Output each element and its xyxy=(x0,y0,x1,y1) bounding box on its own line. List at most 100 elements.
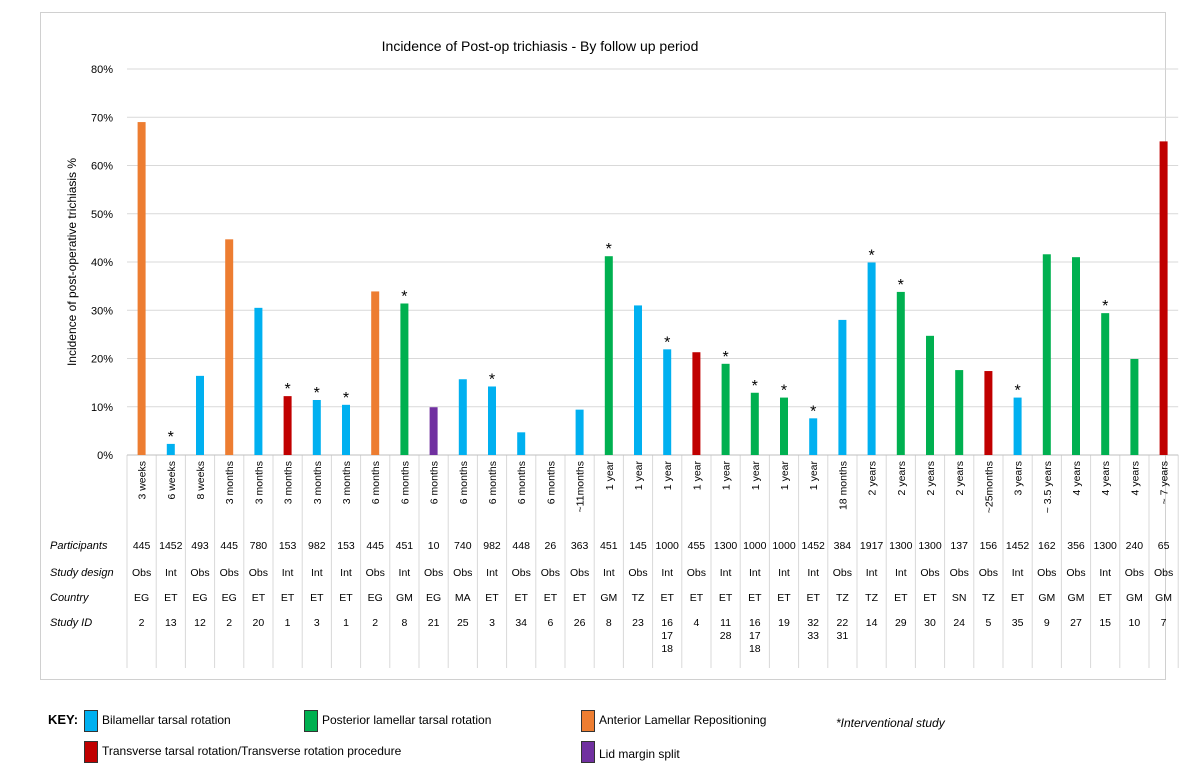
design-cell: Int xyxy=(807,567,819,579)
study-id-cell: 5 xyxy=(985,617,991,629)
design-cell: Int xyxy=(778,567,790,579)
interventional-star: * xyxy=(664,334,670,351)
country-cell: GM xyxy=(1126,592,1143,604)
participants-cell: 445 xyxy=(133,540,151,552)
design-cell: Int xyxy=(720,567,732,579)
country-cell: GM xyxy=(1068,592,1085,604)
study-id-cell: 21 xyxy=(428,617,440,629)
category-label: 6 months xyxy=(370,461,382,504)
participants-cell: 1452 xyxy=(802,540,826,552)
category-label: 6 months xyxy=(487,461,499,504)
interventional-star: * xyxy=(810,403,816,420)
trichiasis-chart: Incidence of Post-op trichiasis - By fol… xyxy=(50,38,1179,668)
country-cell: ET xyxy=(660,592,674,604)
bar xyxy=(1101,313,1110,455)
country-cell: ET xyxy=(252,592,266,604)
category-label: 3 months xyxy=(341,461,353,504)
category-label: 1 year xyxy=(691,461,703,491)
bar xyxy=(225,239,234,455)
bar xyxy=(750,392,759,455)
design-cell: Obs xyxy=(1066,567,1085,579)
study-id-cell: 35 xyxy=(1012,617,1024,629)
country-cell: ET xyxy=(164,592,178,604)
table-row-label: Country xyxy=(50,592,90,604)
design-cell: Obs xyxy=(424,567,443,579)
legend-title: KEY: xyxy=(48,712,79,727)
study-id-cell: 23 xyxy=(632,617,644,629)
study-id-cell: 16 xyxy=(661,617,673,629)
design-cell: Int xyxy=(1012,567,1024,579)
y-tick-label: 70% xyxy=(91,112,113,124)
bar xyxy=(488,386,496,455)
study-id-cell: 24 xyxy=(953,617,965,629)
country-cell: EG xyxy=(134,592,149,604)
country-cell: ET xyxy=(339,592,353,604)
bar xyxy=(1130,358,1139,455)
bar xyxy=(604,256,613,455)
legend-label-anterior-lamellar: Anterior Lamellar Repositioning xyxy=(599,713,767,727)
country-cell: TZ xyxy=(982,592,995,604)
category-label: 1 year xyxy=(808,461,820,491)
bar xyxy=(312,399,321,455)
category-label: 1 year xyxy=(604,461,616,491)
study-id-cell: 32 xyxy=(807,617,819,629)
country-cell: EG xyxy=(368,592,383,604)
study-id-cell: 13 xyxy=(165,617,177,629)
bar xyxy=(780,397,788,455)
interventional-star: * xyxy=(898,277,904,294)
table-row-label: Participants xyxy=(50,540,108,552)
legend-swatch-bilamellar xyxy=(84,710,98,732)
participants-cell: 1300 xyxy=(918,540,942,552)
country-cell: GM xyxy=(1155,592,1172,604)
category-label: 1 year xyxy=(750,461,762,491)
country-cell: EG xyxy=(426,592,441,604)
category-label: 1 year xyxy=(721,461,733,491)
study-id-cell: 31 xyxy=(837,630,849,642)
category-label: ~ 7 years xyxy=(1159,461,1171,504)
table-row-label: Study ID xyxy=(50,617,92,629)
bar xyxy=(429,407,438,455)
study-id-cell: 17 xyxy=(661,630,673,642)
study-id-cell: 8 xyxy=(401,617,407,629)
participants-cell: 26 xyxy=(545,540,557,552)
bar xyxy=(663,349,672,455)
category-label: 3 months xyxy=(312,461,324,504)
country-cell: ET xyxy=(777,592,791,604)
bar xyxy=(1042,254,1051,455)
bar xyxy=(166,443,175,455)
design-cell: Int xyxy=(603,567,615,579)
design-cell: Obs xyxy=(220,567,239,579)
y-tick-label: 30% xyxy=(91,305,113,317)
category-label: 3 weeks xyxy=(137,461,149,500)
legend-label-posterior-lamellar: Posterior lamellar tarsal rotation xyxy=(322,713,492,727)
table-row-label: Study design xyxy=(50,567,114,579)
participants-cell: 65 xyxy=(1158,540,1170,552)
study-id-cell: 15 xyxy=(1099,617,1111,629)
study-id-cell: 1 xyxy=(343,617,349,629)
bar xyxy=(692,352,701,455)
participants-cell: 982 xyxy=(483,540,501,552)
country-cell: ET xyxy=(894,592,908,604)
bar xyxy=(926,335,934,455)
design-cell: Obs xyxy=(950,567,969,579)
study-id-cell: 3 xyxy=(314,617,320,629)
country-cell: EG xyxy=(222,592,237,604)
bar xyxy=(838,319,847,455)
country-cell: MA xyxy=(455,592,471,604)
design-cell: Int xyxy=(866,567,878,579)
interventional-star: * xyxy=(781,383,787,400)
study-id-cell: 14 xyxy=(866,617,878,629)
y-tick-label: 80% xyxy=(91,64,113,76)
study-id-cell: 20 xyxy=(253,617,265,629)
design-cell: Obs xyxy=(249,567,268,579)
study-id-cell: 27 xyxy=(1070,617,1082,629)
bar xyxy=(721,363,730,455)
participants-cell: 363 xyxy=(571,540,589,552)
y-tick-label: 20% xyxy=(91,354,113,366)
study-id-cell: 22 xyxy=(837,617,849,629)
category-label: ~11months xyxy=(575,461,587,512)
country-cell: ET xyxy=(544,592,558,604)
study-id-cell: 18 xyxy=(661,643,673,655)
bar xyxy=(1072,257,1080,455)
category-label: 4 years xyxy=(1129,461,1141,495)
